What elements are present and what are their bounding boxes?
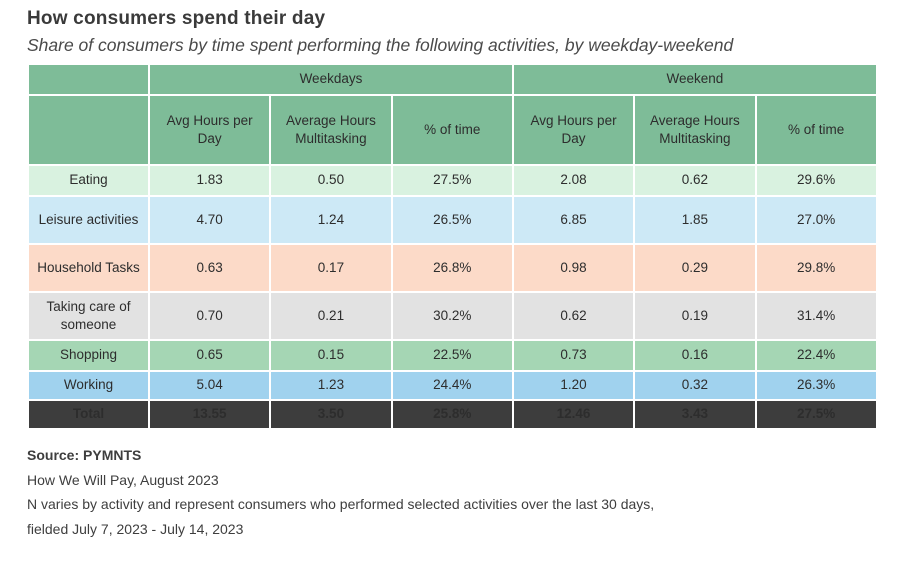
row-label: Household Tasks (27, 243, 150, 293)
table-row-eating: Eating 1.83 0.50 27.5% 2.08 0.62 29.6% (27, 164, 878, 197)
column-header-weekday-multitasking: Average Hours Multitasking (269, 94, 393, 166)
group-header-row: Weekdays Weekend (27, 63, 878, 96)
table-cell: 22.4% (754, 339, 878, 372)
table-cell: 0.98 (511, 243, 636, 293)
table-cell: 0.70 (147, 291, 272, 341)
corner-cell (27, 63, 150, 96)
table-cell: 27.0% (754, 195, 878, 245)
table-cell: 1.83 (147, 164, 272, 197)
row-label: Leisure activities (27, 195, 150, 245)
table-cell: 22.5% (390, 339, 514, 372)
table-row-leisure-activities: Leisure activities 4.70 1.24 26.5% 6.85 … (27, 195, 878, 245)
publication-line: How We Will Pay, August 2023 (27, 471, 219, 488)
table-cell: 0.73 (511, 339, 636, 372)
note-line-1: N varies by activity and represent consu… (27, 496, 655, 512)
column-header-weekday-pct-time: % of time (390, 94, 514, 166)
table-cell: 29.6% (754, 164, 878, 197)
table-cell: 1.23 (269, 370, 393, 401)
table-cell: 12.46 (511, 399, 636, 430)
table-cell: 0.21 (269, 291, 393, 341)
consumer-time-table: Weekdays Weekend Avg Hours per Day Avera… (27, 63, 878, 430)
column-header-weekend-avg-hours: Avg Hours per Day (511, 94, 636, 166)
table-cell: 31.4% (754, 291, 878, 341)
table-cell: 27.5% (390, 164, 514, 197)
note-line-2: fielded July 7, 2023 - July 14, 2023 (27, 520, 244, 537)
footer: Source: PYMNTS How We Will Pay, August 2… (27, 443, 878, 541)
table-cell: 0.50 (269, 164, 393, 197)
table-row-taking-care-of-someone: Taking care of someone 0.70 0.21 30.2% 0… (27, 291, 878, 341)
table-cell: 0.16 (633, 339, 757, 372)
table-cell: 26.8% (390, 243, 514, 293)
table-row-total: Total 13.55 3.50 25.8% 12.46 3.43 27.5% (27, 399, 878, 430)
table-cell: 13.55 (147, 399, 272, 430)
table-cell: 6.85 (511, 195, 636, 245)
source-line: Source: PYMNTS (27, 447, 142, 463)
column-header-weekday-avg-hours: Avg Hours per Day (147, 94, 272, 166)
table-cell: 0.15 (269, 339, 393, 372)
table-row-shopping: Shopping 0.65 0.15 22.5% 0.73 0.16 22.4% (27, 339, 878, 372)
table-cell: 26.5% (390, 195, 514, 245)
table-cell: 1.24 (269, 195, 393, 245)
table-cell: 25.8% (390, 399, 514, 430)
page-title: How consumers spend their day (27, 8, 326, 29)
table-cell: 0.19 (633, 291, 757, 341)
page-subtitle: Share of consumers by time spent perform… (27, 35, 734, 55)
table-cell: 3.50 (269, 399, 393, 430)
table-cell: 0.63 (147, 243, 272, 293)
table-cell: 26.3% (754, 370, 878, 401)
table-cell: 5.04 (147, 370, 272, 401)
table-row-household-tasks: Household Tasks 0.63 0.17 26.8% 0.98 0.2… (27, 243, 878, 293)
table-cell: 0.17 (269, 243, 393, 293)
row-label: Eating (27, 164, 150, 197)
row-label: Shopping (27, 339, 150, 372)
column-header-weekend-pct-time: % of time (754, 94, 878, 166)
group-header-weekend: Weekend (511, 63, 878, 96)
column-header-row: Avg Hours per Day Average Hours Multitas… (27, 94, 878, 166)
table-cell: 0.29 (633, 243, 757, 293)
table-cell: 30.2% (390, 291, 514, 341)
table-cell: 27.5% (754, 399, 878, 430)
corner-cell (27, 94, 150, 166)
group-header-weekdays: Weekdays (148, 63, 514, 96)
table-cell: 0.65 (147, 339, 272, 372)
table-cell: 4.70 (147, 195, 272, 245)
table-cell: 0.62 (633, 164, 757, 197)
row-label: Taking care of someone (27, 291, 150, 341)
table-cell: 29.8% (754, 243, 878, 293)
table-cell: 24.4% (390, 370, 514, 401)
column-header-weekend-multitasking: Average Hours Multitasking (633, 94, 757, 166)
row-label: Total (27, 399, 150, 430)
row-label: Working (27, 370, 150, 401)
table-row-working: Working 5.04 1.23 24.4% 1.20 0.32 26.3% (27, 370, 878, 401)
table-cell: 0.62 (511, 291, 636, 341)
table-cell: 1.20 (511, 370, 636, 401)
table-cell: 3.43 (633, 399, 757, 430)
table-cell: 0.32 (633, 370, 757, 401)
table-cell: 1.85 (633, 195, 757, 245)
table-cell: 2.08 (511, 164, 636, 197)
